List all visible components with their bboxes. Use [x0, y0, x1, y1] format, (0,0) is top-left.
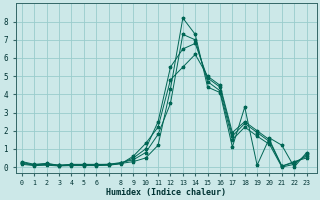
X-axis label: Humidex (Indice chaleur): Humidex (Indice chaleur) — [106, 188, 226, 197]
